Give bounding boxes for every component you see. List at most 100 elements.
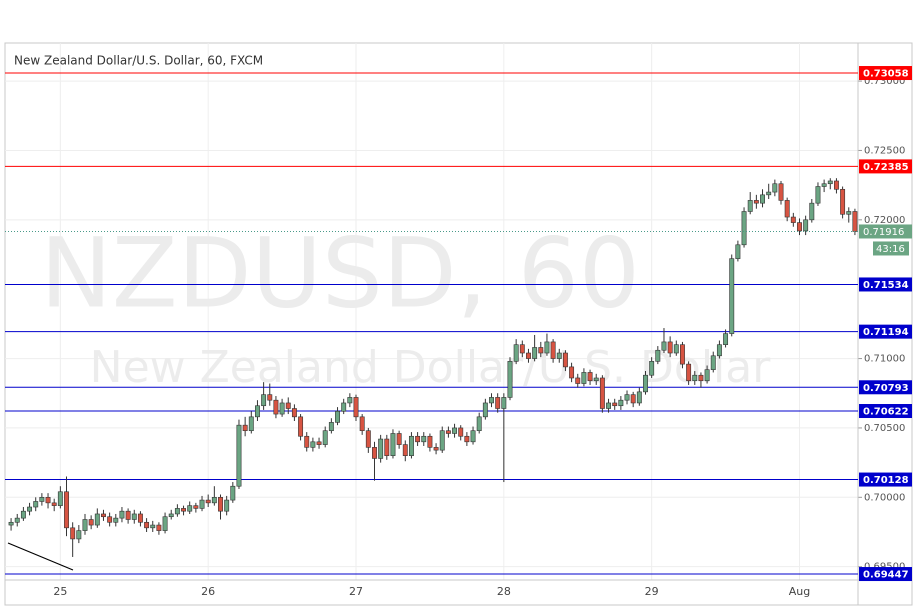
level-label-box — [859, 404, 912, 419]
candle-body — [636, 391, 642, 404]
candle-body — [433, 447, 439, 451]
countdown-label: 43:16 — [876, 244, 905, 255]
candle-body — [538, 347, 544, 354]
x-tick-label: 27 — [349, 585, 363, 598]
candle-body — [316, 441, 322, 445]
candle-body — [562, 352, 568, 368]
candle-body — [513, 344, 519, 362]
candle-body — [661, 341, 667, 351]
level-label: 0.71534 — [863, 280, 909, 291]
candle-body — [686, 363, 692, 382]
candle-body — [248, 416, 254, 432]
candle-body — [482, 402, 488, 418]
candle-body — [82, 519, 88, 531]
candle-body — [8, 521, 14, 526]
chart-title: New Zealand Dollar/U.S. Dollar, 60, FXCM — [14, 54, 263, 68]
candle-body — [150, 524, 156, 529]
candle-body — [809, 202, 815, 221]
current-price-box — [859, 224, 912, 239]
candle-body — [704, 369, 710, 382]
x-tick-label: 25 — [53, 585, 67, 598]
candle-body — [402, 444, 408, 456]
candle-body — [593, 377, 599, 382]
candle-body — [205, 499, 211, 504]
candle-body — [396, 433, 402, 445]
candle-body — [723, 333, 729, 345]
candle-body — [14, 517, 20, 523]
candle-body — [113, 517, 119, 523]
candle-body — [137, 513, 143, 523]
candle-body — [501, 397, 507, 409]
candle-body — [470, 430, 476, 443]
candle-body — [797, 222, 802, 232]
candle-body — [64, 491, 69, 529]
candle-body — [556, 352, 562, 359]
candle-body — [119, 510, 125, 519]
candle-body — [716, 344, 722, 357]
current-price-label: 0.71916 — [863, 227, 904, 238]
candle-body — [655, 349, 661, 362]
candle-body — [174, 508, 180, 515]
candle-body — [550, 341, 556, 359]
candle-body — [181, 508, 186, 512]
candle-body — [168, 513, 174, 518]
candle-body — [821, 183, 827, 187]
candle-body — [211, 497, 217, 504]
x-tick-label: 28 — [497, 585, 511, 598]
candle-body — [421, 435, 427, 443]
candle-body — [760, 194, 765, 204]
candle-body — [94, 513, 100, 526]
candle-body — [242, 424, 248, 432]
candle-body — [384, 438, 390, 456]
candle-body — [833, 180, 839, 190]
level-label: 0.73058 — [863, 69, 909, 80]
grid: 0.695000.700000.705000.710000.720000.725… — [5, 43, 905, 580]
candle-body — [532, 347, 538, 359]
candle-body — [852, 211, 858, 232]
candle-body — [680, 344, 685, 365]
x-tick-label: 29 — [645, 585, 659, 598]
candle-body — [45, 497, 51, 504]
candle-body — [599, 377, 605, 409]
candle-body — [27, 506, 33, 512]
candle-body — [236, 424, 242, 487]
candle-body — [365, 430, 371, 448]
candle-body — [710, 355, 716, 370]
level-label: 0.70622 — [863, 407, 909, 418]
level-label-box — [859, 567, 912, 582]
candle-body — [618, 399, 624, 407]
y-tick-label: 0.72000 — [864, 215, 905, 226]
candle-body — [304, 435, 310, 448]
candle-body — [630, 394, 636, 404]
candle-body — [827, 180, 833, 185]
plot: 0.73058 0.72385 0.71534 0.71194 0.70793 0.706… — [5, 66, 912, 582]
candle-body — [285, 402, 291, 409]
candle-body — [20, 510, 26, 519]
candle-body — [372, 447, 377, 459]
candle-body — [569, 366, 575, 379]
candle-body — [439, 430, 445, 451]
candle-body — [544, 341, 550, 354]
y-tick-label: 0.70500 — [864, 423, 905, 434]
y-tick-label: 0.70000 — [864, 492, 905, 503]
countdown-box — [873, 241, 909, 256]
candle-body — [747, 200, 753, 212]
level-label-box — [859, 380, 912, 395]
candle-body — [33, 501, 39, 508]
candle-body — [273, 399, 279, 415]
candle-body — [101, 513, 106, 518]
candle-body — [125, 510, 131, 520]
candle-body — [772, 183, 778, 193]
candle-body — [624, 394, 630, 401]
level-label-box — [859, 66, 912, 81]
candle-body — [76, 530, 82, 540]
candle-body — [218, 497, 223, 512]
candle-body — [815, 186, 821, 204]
candle-body — [741, 211, 747, 246]
candle-body — [673, 344, 679, 354]
candle-body — [107, 516, 113, 523]
candle-body — [341, 402, 347, 412]
candle-body — [735, 244, 741, 259]
candle-body — [328, 422, 334, 432]
